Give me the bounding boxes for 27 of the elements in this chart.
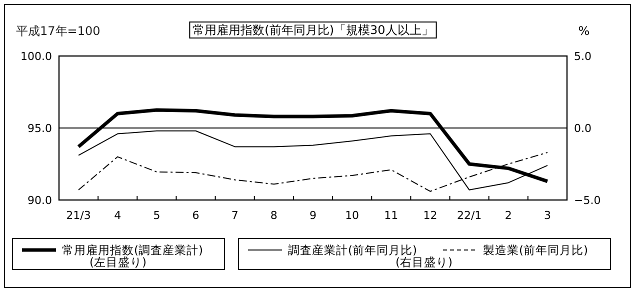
legend-label: 調査産業計(前年同月比) (288, 243, 417, 257)
y-tick-label: 100.0 (20, 50, 52, 63)
y2-axis-title: % (578, 24, 590, 38)
x-tick-label: 10 (345, 209, 360, 222)
chart-title: 常用雇用指数(前年同月比)「規模30人以上」 (192, 23, 434, 37)
text: (右目盛り) (396, 255, 452, 269)
y-tick-label: 95.0 (28, 122, 52, 135)
y2-tick-label: −5.0 (574, 194, 601, 207)
y-axis-title: 平成17年=100 (16, 24, 100, 38)
x-tick-label: 12 (423, 209, 438, 222)
x-tick-label: 4 (114, 209, 122, 222)
x-tick-label: 21/3 (66, 209, 91, 222)
legend-label: 製造業(前年同月比) (482, 243, 588, 257)
x-tick-label: 5 (153, 209, 160, 222)
x-tick-label: 9 (310, 209, 316, 222)
x-tick-label: 6 (192, 209, 200, 222)
x-tick-label: 7 (231, 209, 238, 222)
text: (左目盛り) (90, 255, 146, 269)
x-tick-label: 8 (270, 209, 278, 222)
x-tick-label: 22/1 (456, 209, 482, 222)
x-tick-label: 11 (384, 209, 398, 222)
x-tick-label: 2 (504, 209, 512, 222)
legend-label: 常用雇用指数(調査産業計) (62, 243, 203, 257)
y2-tick-label: 0.0 (574, 122, 592, 135)
y-tick-label: 90.0 (28, 194, 52, 207)
x-tick-label: 3 (544, 209, 551, 222)
y2-tick-label: 5.0 (574, 50, 592, 63)
